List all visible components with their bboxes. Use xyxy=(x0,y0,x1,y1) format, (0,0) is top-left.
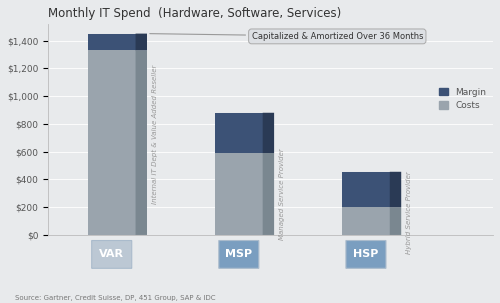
Text: Gateway [G], Network [N], & Server [S] Layers For Avg. 25 User LAN: Gateway [G], Network [N], & Server [S] L… xyxy=(15,302,254,303)
Text: Source: Gartner, Credit Suisse, DP, 451 Group, SAP & IDC: Source: Gartner, Credit Suisse, DP, 451 … xyxy=(15,295,216,301)
FancyBboxPatch shape xyxy=(346,241,386,268)
Polygon shape xyxy=(136,34,147,50)
Text: Capitalized & Amortized Over 36 Months: Capitalized & Amortized Over 36 Months xyxy=(150,32,423,41)
Polygon shape xyxy=(136,50,147,235)
Text: Managed Service Provider: Managed Service Provider xyxy=(279,148,285,240)
Polygon shape xyxy=(215,153,262,235)
Polygon shape xyxy=(215,113,262,153)
FancyBboxPatch shape xyxy=(92,241,132,268)
Polygon shape xyxy=(88,34,136,50)
Polygon shape xyxy=(390,207,401,235)
Polygon shape xyxy=(342,207,390,235)
Polygon shape xyxy=(342,172,390,207)
Polygon shape xyxy=(262,153,274,235)
Text: MSP: MSP xyxy=(226,249,252,259)
Polygon shape xyxy=(88,50,136,235)
Polygon shape xyxy=(390,172,401,207)
Text: Hybrid Service Provider: Hybrid Service Provider xyxy=(406,171,412,254)
Legend: Margin, Costs: Margin, Costs xyxy=(439,88,486,110)
Text: HSP: HSP xyxy=(354,249,378,259)
Text: Monthly IT Spend  (Hardware, Software, Services): Monthly IT Spend (Hardware, Software, Se… xyxy=(48,7,342,20)
Text: VAR: VAR xyxy=(99,249,124,259)
Text: Internal IT Dept & Value Added Reseller: Internal IT Dept & Value Added Reseller xyxy=(152,65,158,204)
Polygon shape xyxy=(262,113,274,153)
FancyBboxPatch shape xyxy=(219,241,259,268)
